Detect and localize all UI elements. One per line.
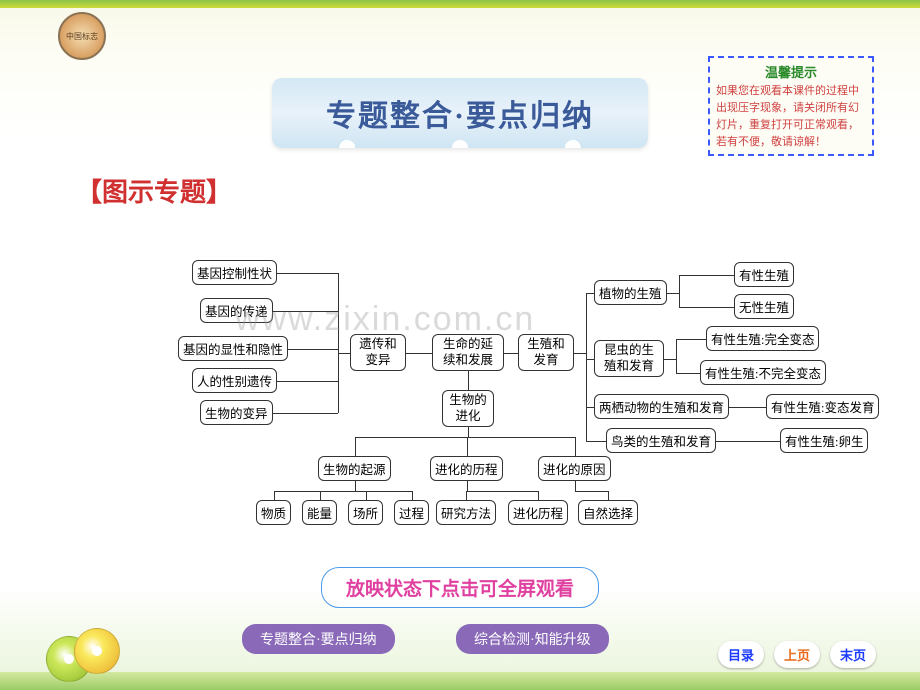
diagram-node: 两栖动物的生殖和发育: [594, 394, 729, 419]
brand-logo: 中国标志: [58, 12, 106, 60]
diagram-node: 能量: [302, 500, 337, 525]
diagram-node: 鸟类的生殖和发育: [606, 428, 716, 453]
diagram-node: 昆虫的生殖和发育: [594, 340, 664, 377]
diagram-node: 研究方法: [436, 500, 496, 525]
diagram-node: 生物的起源: [318, 456, 391, 481]
page-nav: 目录 上页 末页: [718, 641, 876, 668]
diagram-node: 生命的延续和发展: [432, 334, 504, 371]
diagram-node: 生物的变异: [200, 400, 273, 425]
last-page-button[interactable]: 末页: [830, 641, 876, 668]
tip-box: 温馨提示 如果您在观看本课件的过程中出现压字现象，请关闭所有幻灯片，重复打开可正…: [708, 56, 874, 156]
diagram-node: 基因的传递: [200, 298, 273, 323]
nav-button-summary[interactable]: 专题整合·要点归纳: [242, 624, 395, 654]
diagram-node: 基因控制性状: [192, 260, 277, 285]
diagram-node: 有性生殖:变态发育: [766, 394, 879, 419]
diagram-node: 有性生殖:完全变态: [706, 326, 819, 351]
title-banner: 专题整合·要点归纳: [272, 78, 648, 148]
diagram-node: 进化的原因: [538, 456, 611, 481]
fullscreen-button[interactable]: 放映状态下点击可全屏观看: [321, 567, 599, 608]
section-heading: 【图示专题】: [76, 172, 232, 209]
diagram-node: 人的性别遗传: [192, 368, 277, 393]
diagram-node: 遗传和变异: [350, 334, 406, 371]
diagram-node: 进化的历程: [430, 456, 503, 481]
diagram-node: 物质: [256, 500, 291, 525]
disc-decoration: [46, 628, 124, 676]
page-title: 专题整合·要点归纳: [326, 91, 594, 135]
diagram-node: 有性生殖: [734, 262, 794, 287]
prev-page-button[interactable]: 上页: [774, 641, 820, 668]
diagram-node: 无性生殖: [734, 294, 794, 319]
diagram-node: 有性生殖:卵生: [780, 428, 868, 453]
diagram-node: 生殖和发育: [518, 334, 574, 371]
logo-text: 中国标志: [66, 31, 98, 42]
bottom-bar: [0, 672, 920, 690]
top-bar: [0, 0, 920, 8]
disc-icon: [74, 628, 120, 674]
diagram-node: 有性生殖:不完全变态: [700, 360, 826, 385]
diagram-node: 植物的生殖: [594, 280, 667, 305]
tip-body: 如果您在观看本课件的过程中出现压字现象，请关闭所有幻灯片，重复打开可正常观看，若…: [716, 83, 866, 151]
diagram-node: 自然选择: [578, 500, 638, 525]
diagram-node: 进化历程: [508, 500, 568, 525]
tip-title: 温馨提示: [716, 62, 866, 81]
diagram-node: 基因的显性和隐性: [178, 336, 288, 361]
diagram-node: 生物的进化: [442, 390, 494, 427]
diagram-node: 过程: [394, 500, 429, 525]
concept-diagram: 生命的延续和发展遗传和变异基因控制性状基因的传递基因的显性和隐性人的性别遗传生物…: [100, 240, 860, 530]
toc-button[interactable]: 目录: [718, 641, 764, 668]
diagram-node: 场所: [348, 500, 383, 525]
nav-button-test[interactable]: 综合检测·知能升级: [456, 624, 609, 654]
